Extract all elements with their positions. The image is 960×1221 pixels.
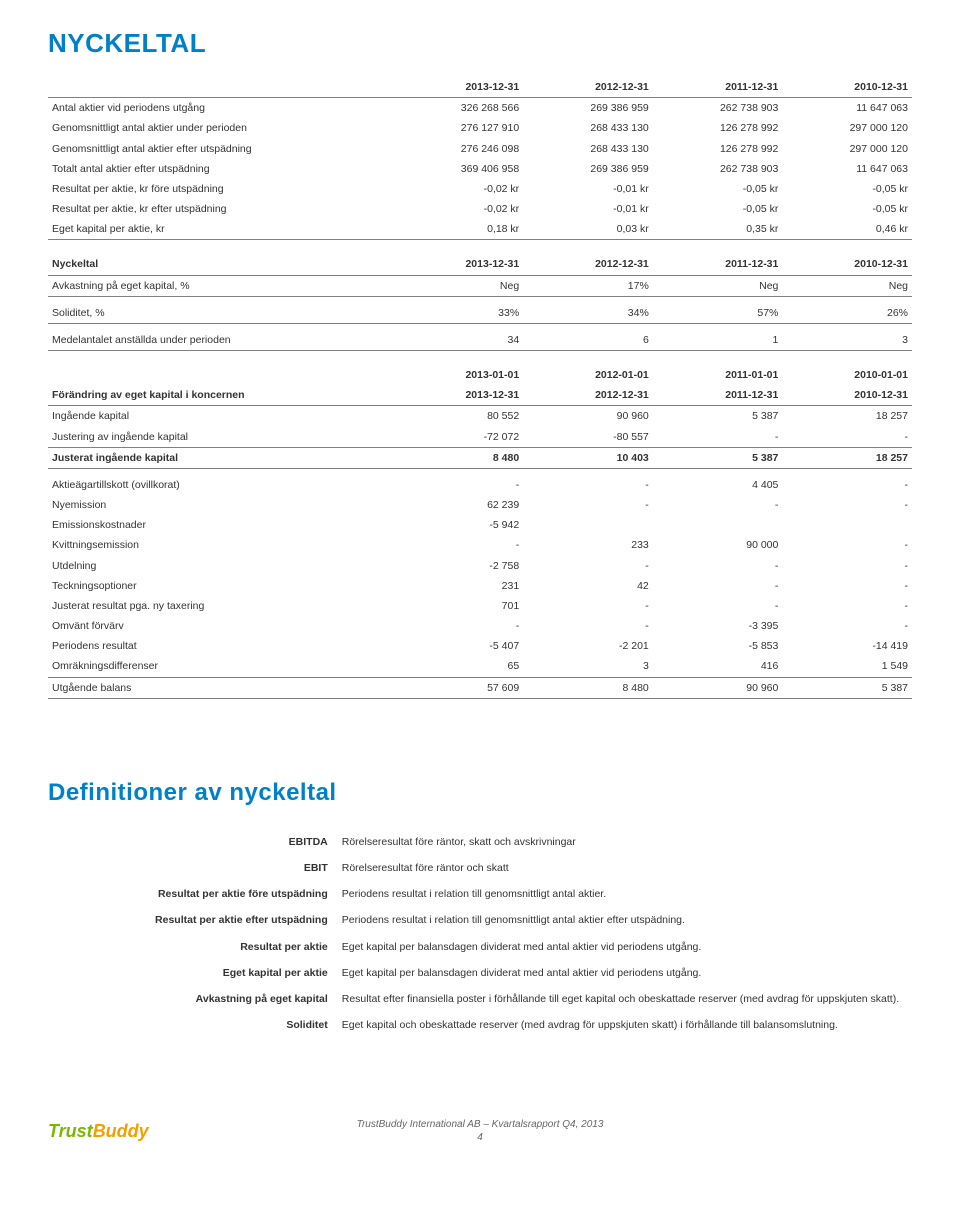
table-row: Kvittningsemission-23390 000- bbox=[48, 535, 912, 555]
page-footer: TrustBuddy TrustBuddy International AB –… bbox=[48, 1118, 912, 1144]
definition-row: SoliditetEget kapital och obeskattade re… bbox=[48, 1012, 912, 1038]
definition-row: EBITDARörelseresultat före räntor, skatt… bbox=[48, 829, 912, 855]
page-number: 4 bbox=[357, 1131, 604, 1144]
definition-row: EBITRörelseresultat före räntor och skat… bbox=[48, 855, 912, 881]
table-row: Utgående balans57 6098 48090 9605 387 bbox=[48, 677, 912, 698]
table-row: Antal aktier vid periodens utgång326 268… bbox=[48, 98, 912, 119]
table-row: Totalt antal aktier efter utspädning369 … bbox=[48, 159, 912, 179]
col-header: 2012-12-31 bbox=[523, 77, 653, 98]
definitions-table: EBITDARörelseresultat före räntor, skatt… bbox=[48, 829, 912, 1038]
table-row: Nyemission62 239--- bbox=[48, 495, 912, 515]
definition-row: Resultat per aktie efter utspädningPerio… bbox=[48, 907, 912, 933]
table-title: Förändring av eget kapital i koncernen bbox=[48, 385, 394, 406]
col-header: 2013-12-31 bbox=[394, 77, 524, 98]
table-row: Omräkningsdifferenser6534161 549 bbox=[48, 656, 912, 677]
col-header: 2011-12-31 bbox=[653, 385, 783, 406]
table-row: Teckningsoptioner23142-- bbox=[48, 576, 912, 596]
table-equity-change: 2013-01-01 2012-01-01 2011-01-01 2010-01… bbox=[48, 365, 912, 699]
table-row: Utdelning-2 758--- bbox=[48, 556, 912, 576]
page-title: NYCKELTAL bbox=[48, 28, 912, 59]
definition-row: Eget kapital per aktieEget kapital per b… bbox=[48, 960, 912, 986]
table-row: Justerat ingående kapital8 48010 4035 38… bbox=[48, 447, 912, 468]
table-row: Justerat resultat pga. ny taxering701--- bbox=[48, 596, 912, 616]
definition-row: Resultat per aktie före utspädningPeriod… bbox=[48, 881, 912, 907]
table-row: Emissionskostnader-5 942 bbox=[48, 515, 912, 535]
table-shares: 2013-12-31 2012-12-31 2011-12-31 2010-12… bbox=[48, 77, 912, 240]
table-row: Genomsnittligt antal aktier under period… bbox=[48, 118, 912, 138]
col-header: 2010-12-31 bbox=[782, 77, 912, 98]
table-row: Avkastning på eget kapital, %Neg17%NegNe… bbox=[48, 275, 912, 296]
table-nyckeltal: Nyckeltal 2013-12-31 2012-12-31 2011-12-… bbox=[48, 254, 912, 351]
col-header: 2010-01-01 bbox=[782, 365, 912, 385]
table-row: Resultat per aktie, kr efter utspädning-… bbox=[48, 199, 912, 219]
table-row: Genomsnittligt antal aktier efter utspäd… bbox=[48, 139, 912, 159]
col-header: 2010-12-31 bbox=[782, 385, 912, 406]
col-header: 2011-12-31 bbox=[653, 77, 783, 98]
col-header: 2011-01-01 bbox=[653, 365, 783, 385]
definitions-title: Definitioner av nyckeltal bbox=[48, 779, 912, 807]
col-header: 2012-12-31 bbox=[523, 385, 653, 406]
col-header: 2013-12-31 bbox=[394, 385, 524, 406]
table-row: Ingående kapital80 55290 9605 38718 257 bbox=[48, 406, 912, 427]
table-row: Periodens resultat-5 407-2 201-5 853-14 … bbox=[48, 636, 912, 656]
table-row: Eget kapital per aktie, kr0,18 kr0,03 kr… bbox=[48, 219, 912, 240]
col-header: 2010-12-31 bbox=[782, 254, 912, 275]
definition-row: Avkastning på eget kapitalResultat efter… bbox=[48, 986, 912, 1012]
table-row: Omvänt förvärv---3 395- bbox=[48, 616, 912, 636]
footer-line: TrustBuddy International AB – Kvartalsra… bbox=[357, 1118, 604, 1131]
col-header: 2013-01-01 bbox=[394, 365, 524, 385]
col-header: 2012-12-31 bbox=[523, 254, 653, 275]
logo-icon: TrustBuddy bbox=[48, 1121, 149, 1142]
table-title: Nyckeltal bbox=[48, 254, 394, 275]
definition-row: Resultat per aktieEget kapital per balan… bbox=[48, 934, 912, 960]
col-header: 2011-12-31 bbox=[653, 254, 783, 275]
table-row: Aktieägartillskott (ovillkorat)--4 405- bbox=[48, 475, 912, 495]
table-row: Resultat per aktie, kr före utspädning-0… bbox=[48, 179, 912, 199]
table-row: Justering av ingående kapital-72 072-80 … bbox=[48, 427, 912, 448]
col-header: 2013-12-31 bbox=[394, 254, 524, 275]
table-row: Soliditet, %33%34%57%26% bbox=[48, 303, 912, 324]
col-header: 2012-01-01 bbox=[523, 365, 653, 385]
table-row: Medelantalet anställda under perioden346… bbox=[48, 330, 912, 351]
